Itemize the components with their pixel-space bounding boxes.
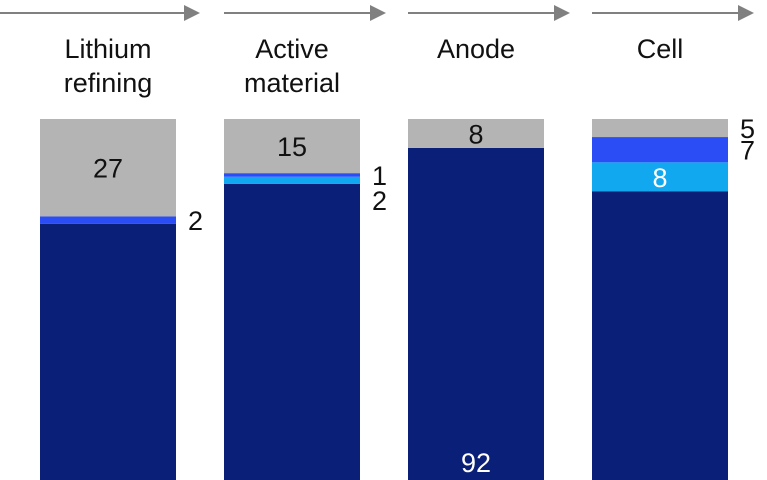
bar-active-material-blue-segment <box>224 173 360 177</box>
bar-lithium-refining-gray-segment <box>40 119 176 217</box>
bars <box>40 119 728 480</box>
arrow-active-material <box>224 5 386 21</box>
bar-lithium-refining-base-segment <box>40 223 176 480</box>
arrow-cell <box>592 5 754 21</box>
category-label-line: Cell <box>637 34 684 64</box>
data-label-anode-base-segment: 92 <box>461 448 491 478</box>
bar-cell-light-blue-segment <box>592 162 728 192</box>
category-label-line: Lithium <box>64 34 151 64</box>
data-label-active-material-light-blue-segment: 2 <box>372 186 387 216</box>
flow-arrows <box>0 5 754 21</box>
data-label-active-material-gray-segment: 15 <box>277 132 307 162</box>
data-label-active-material-blue-segment: 1 <box>372 161 387 191</box>
arrow-anode <box>408 5 570 21</box>
category-label-line: material <box>244 68 340 98</box>
data-label-lithium-refining-blue-segment: 2 <box>188 206 203 236</box>
category-labels: Lithium refining Active material Anode Cell <box>64 34 684 98</box>
data-label-cell-light-blue-segment: 8 <box>652 163 667 193</box>
arrow-lithium-refining <box>0 5 200 21</box>
bar-anode-base-segment <box>408 147 544 480</box>
bar-active-material-base-segment <box>224 183 360 480</box>
category-label-anode: Anode <box>437 34 515 64</box>
bar-cell-blue-segment <box>592 137 728 163</box>
category-label-line: Anode <box>437 34 515 64</box>
category-label-cell: Cell <box>637 34 684 64</box>
data-label-anode-gray-segment: 8 <box>468 119 483 149</box>
bar-anode-gray-segment <box>408 119 544 148</box>
data-label-cell-gray-segment: 5 <box>740 114 755 144</box>
data-label-cell-blue-segment: 7 <box>740 136 755 166</box>
bar-active-material-light-blue-segment <box>224 176 360 184</box>
category-label-active-material: Active material <box>244 34 340 98</box>
category-label-line: refining <box>64 68 153 98</box>
category-label-line: Active <box>255 34 329 64</box>
category-label-lithium-refining: Lithium refining <box>64 34 153 98</box>
bar-cell-base-segment <box>592 191 728 480</box>
bar-lithium-refining-blue-segment <box>40 216 176 224</box>
bar-active-material-gray-segment <box>224 119 360 174</box>
bar-cell-gray-segment <box>592 119 728 138</box>
data-label-lithium-refining-gray-segment: 27 <box>93 154 123 184</box>
